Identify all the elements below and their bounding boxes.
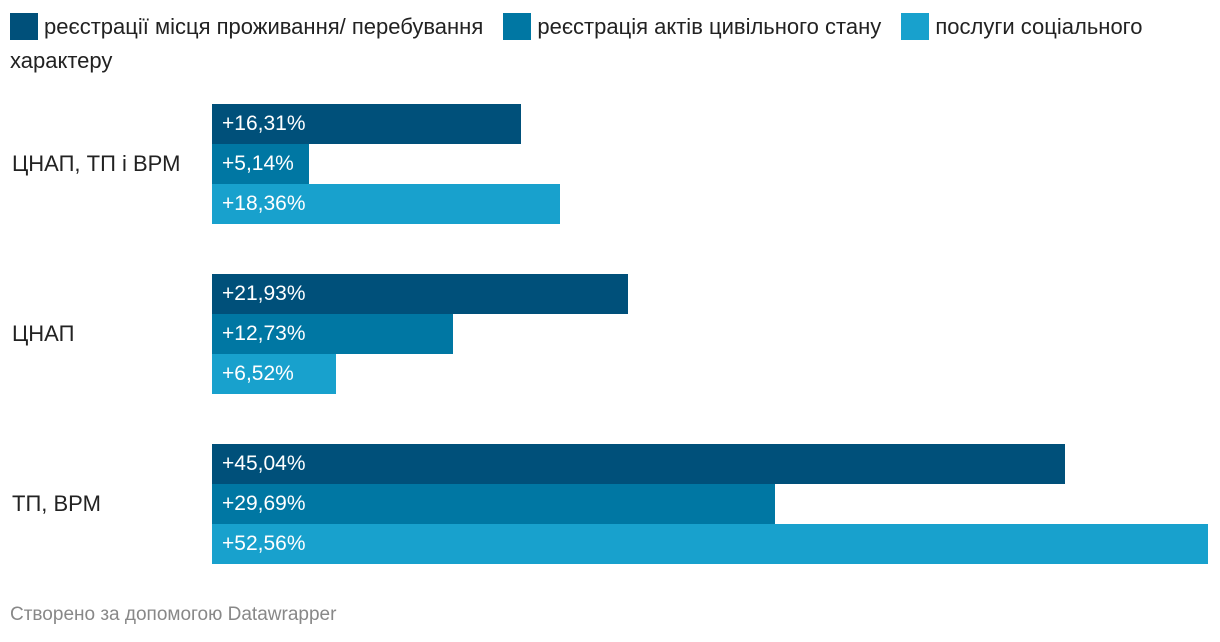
- legend-item: реєстрації місця проживання/ перебування: [10, 13, 484, 40]
- bar-value-label: +5,14%: [222, 152, 294, 175]
- legend-label: послуги соціального характеру: [10, 14, 1143, 73]
- legend-item: реєстрація актів цивільного стану: [503, 13, 882, 40]
- datawrapper-credit: Створено за допомогою Datawrapper: [10, 604, 337, 625]
- bar: +16,31%: [212, 104, 522, 144]
- bar-value-label: +29,69%: [222, 492, 306, 515]
- bar-value-label: +52,56%: [222, 532, 306, 555]
- category-label: ЦНАП, ТП і ВРМ: [12, 151, 181, 176]
- legend-swatch: [901, 13, 930, 40]
- chart-legend: реєстрації місця проживання/ перебування…: [10, 10, 1210, 78]
- legend-swatch: [10, 13, 38, 40]
- legend-item: послуги соціального характеру: [10, 13, 1143, 73]
- bar: +12,73%: [212, 314, 454, 354]
- bar: +52,56%: [212, 524, 1208, 564]
- legend-label: реєстрації місця проживання/ перебування: [44, 14, 484, 39]
- bar-value-label: +21,93%: [222, 282, 306, 305]
- category-label: ТП, ВРМ: [12, 491, 101, 516]
- category-label: ЦНАП: [12, 321, 75, 346]
- bar: +6,52%: [212, 354, 336, 394]
- bar: +29,69%: [212, 484, 775, 524]
- bar: +18,36%: [212, 184, 560, 224]
- bar-value-label: +12,73%: [222, 322, 306, 345]
- bar: +45,04%: [212, 444, 1066, 484]
- bar: +21,93%: [212, 274, 628, 314]
- legend-label: реєстрація актів цивільного стану: [537, 14, 882, 39]
- bar-value-label: +16,31%: [222, 112, 306, 135]
- bar-value-label: +45,04%: [222, 452, 306, 475]
- bar-value-label: +6,52%: [222, 362, 294, 385]
- bar: +5,14%: [212, 144, 310, 184]
- legend-swatch: [503, 13, 532, 40]
- bar-value-label: +18,36%: [222, 192, 306, 215]
